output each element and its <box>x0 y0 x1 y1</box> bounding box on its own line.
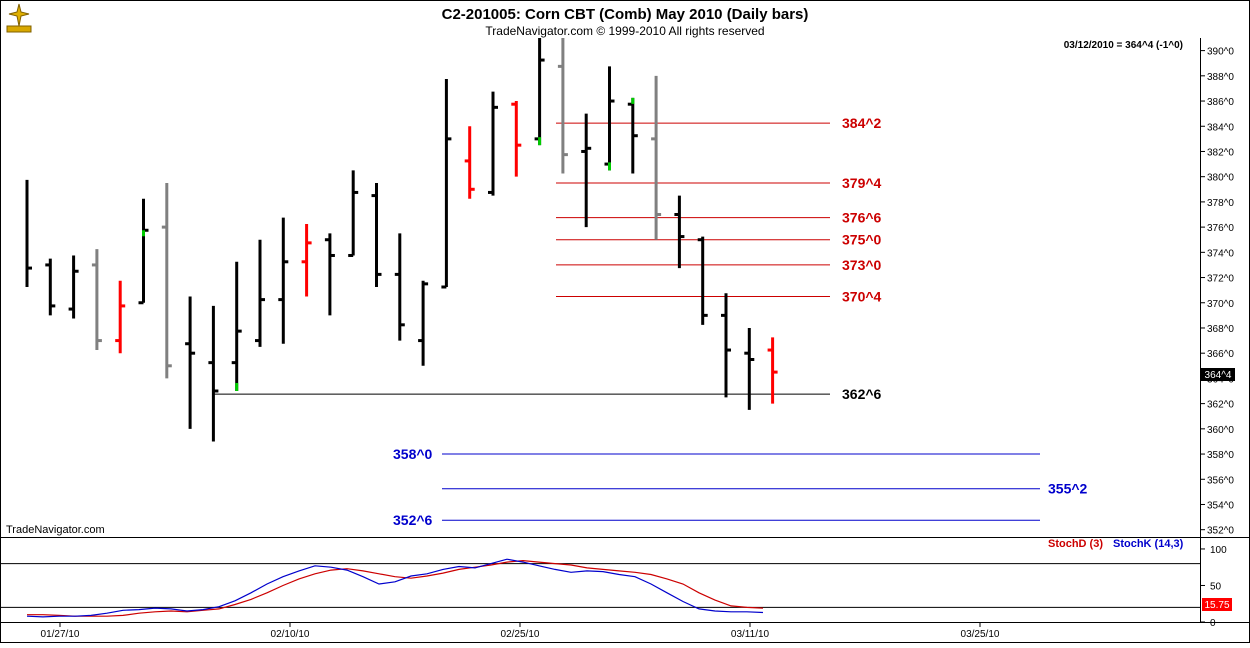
price-tick-label: 354^0 <box>1207 500 1234 511</box>
level-label: 358^0 <box>393 446 433 462</box>
price-tick-label: 352^0 <box>1207 526 1234 537</box>
tradenavigator-logo-icon <box>6 3 32 33</box>
price-tick-label: 362^0 <box>1207 400 1234 411</box>
last-readout: 03/12/2010 = 364^4 (-1^0) <box>1064 40 1183 51</box>
time-tick-label: 02/25/10 <box>501 629 540 640</box>
price-tick-label: 360^0 <box>1207 425 1234 436</box>
stoch-tick-label: 0 <box>1210 618 1216 629</box>
price-bars <box>25 38 778 442</box>
level-label: 384^2 <box>842 115 882 131</box>
level-label: 379^4 <box>842 175 882 191</box>
price-tick-label: 380^0 <box>1207 173 1234 184</box>
price-tick-label: 378^0 <box>1207 198 1234 209</box>
price-tick-label: 374^0 <box>1207 248 1234 259</box>
stoch-tick-label: 100 <box>1210 545 1227 556</box>
level-label: 373^0 <box>842 257 882 273</box>
level-label: 375^0 <box>842 232 882 248</box>
price-tick-label: 358^0 <box>1207 450 1234 461</box>
watermark: TradeNavigator.com <box>6 524 105 536</box>
stoch-value-tag: 15.75 <box>1204 600 1229 611</box>
legend-stochk: StochK (14,3) <box>1113 538 1184 550</box>
price-tick-label: 368^0 <box>1207 324 1234 335</box>
last-price-tag: 364^4 <box>1205 370 1232 381</box>
price-tick-label: 372^0 <box>1207 274 1234 285</box>
price-tick-label: 376^0 <box>1207 223 1234 234</box>
time-axis: 01/27/10 02/10/10 02/25/10 03/11/10 03/25/10 <box>41 622 1000 640</box>
chart-title: C2-201005: Corn CBT (Comb) May 2010 (Dai… <box>442 6 809 23</box>
stoch-tick-label: 50 <box>1210 581 1222 592</box>
stoch-value-tag-box <box>1202 598 1232 611</box>
price-tick-label: 366^0 <box>1207 349 1234 360</box>
chart-subtitle: TradeNavigator.com © 1999-2010 All right… <box>485 24 764 38</box>
price-tick-label: 370^0 <box>1207 299 1234 310</box>
level-label: 362^6 <box>842 386 882 402</box>
time-tick-label: 01/27/10 <box>41 629 80 640</box>
level-label: 352^6 <box>393 512 433 528</box>
time-tick-label: 03/25/10 <box>961 629 1000 640</box>
level-label: 355^2 <box>1048 481 1088 497</box>
level-lines: 384^2 379^4 376^6 375^0 373^0 370^4 362^6 358^0… <box>213 115 1088 528</box>
time-tick-label: 03/11/10 <box>731 629 770 640</box>
time-tick-label: 02/10/10 <box>271 629 310 640</box>
stochastic-panel: 0 50 100 StochD (3) StochK (14,3) 15.75 <box>0 538 1232 629</box>
stoch-line <box>26 558 764 618</box>
legend-stochd: StochD (3) <box>1048 538 1103 550</box>
price-tick-label: 382^0 <box>1207 147 1234 158</box>
price-tick-label: 384^0 <box>1207 122 1234 133</box>
level-label: 376^6 <box>842 210 882 226</box>
stoch-line <box>27 559 764 617</box>
price-tick-label: 388^0 <box>1207 72 1234 83</box>
price-tick-label: 390^0 <box>1207 47 1234 58</box>
price-tick-label: 356^0 <box>1207 475 1234 486</box>
level-label: 370^4 <box>842 288 882 304</box>
last-price-tag-box <box>1201 368 1235 381</box>
price-axis: 352^0354^0356^0358^0360^0362^0364^0366^0… <box>1200 47 1234 537</box>
price-tick-label: 386^0 <box>1207 97 1234 108</box>
